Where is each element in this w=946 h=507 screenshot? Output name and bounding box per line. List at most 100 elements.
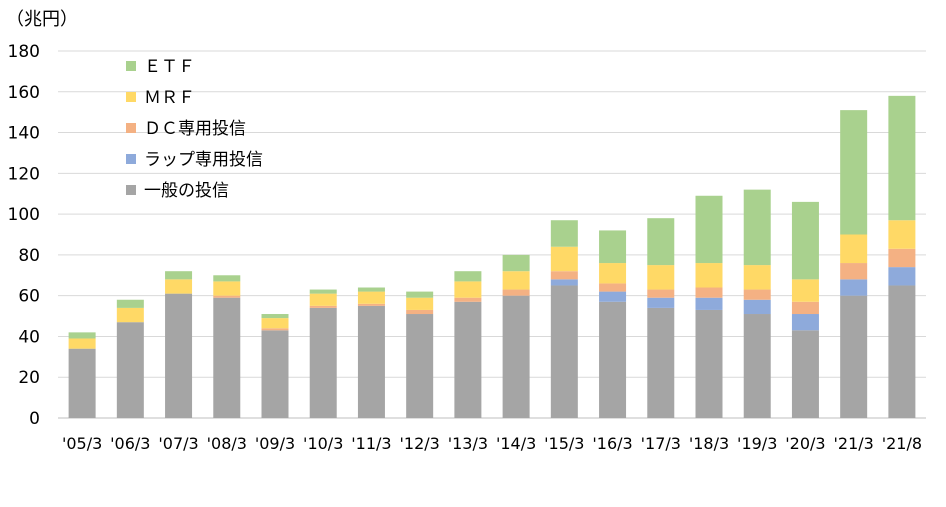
bar-segment (357, 305, 385, 418)
bar-segment (406, 309, 434, 315)
legend-swatch (126, 185, 136, 195)
bar-segment (116, 322, 144, 418)
bar-segment (888, 95, 916, 221)
bar-segment (695, 309, 723, 418)
bar-segment (454, 281, 482, 298)
legend-label: ＤＣ専用投信 (144, 119, 246, 139)
y-tick-label: 20 (18, 368, 40, 388)
legend-label: ラップ専用投信 (144, 150, 263, 170)
bar-segment (888, 248, 916, 268)
bar-segment (743, 265, 771, 290)
x-tick-label: '10/3 (303, 434, 343, 453)
bar-segment (261, 314, 289, 319)
y-tick-label: 120 (8, 164, 40, 184)
bar-segment (502, 289, 530, 296)
bar-segment (550, 285, 578, 418)
bar-segment (261, 318, 289, 329)
bar-segment (599, 283, 627, 292)
bar-segment (309, 289, 337, 294)
x-tick-label: '05/3 (62, 434, 102, 453)
x-tick-label: '16/3 (592, 434, 632, 453)
bar-segment (165, 271, 193, 280)
bar-segment (840, 234, 868, 264)
y-tick-label: 0 (29, 409, 40, 429)
x-tick-label: '08/3 (207, 434, 247, 453)
bar-segment (791, 330, 819, 418)
x-axis: '05/3 '06/3 '07/3 '08/3 '09/3 '10/3 '11/3 '12/3… (62, 434, 922, 453)
bar-segment (213, 295, 241, 298)
bar-segment (791, 279, 819, 302)
x-tick-label: '07/3 (158, 434, 198, 453)
x-tick-label: '19/3 (737, 434, 777, 453)
gridlines (58, 50, 926, 378)
legend-swatch (126, 61, 136, 71)
bar-segment (357, 303, 385, 306)
bar-segment (261, 328, 289, 331)
bar-segment (213, 281, 241, 296)
bar-segment (550, 279, 578, 286)
y-tick-label: 60 (18, 287, 40, 307)
bar-segment (791, 314, 819, 331)
y-tick-label: 40 (18, 327, 40, 347)
x-tick-label: '17/3 (641, 434, 681, 453)
bar-segment (454, 301, 482, 418)
bar-segment (357, 291, 385, 304)
bar-segment (165, 293, 193, 418)
bar-segment (454, 297, 482, 302)
x-tick-label: '15/3 (544, 434, 584, 453)
y-tick-label: 100 (8, 205, 40, 225)
x-tick-label: '12/3 (400, 434, 440, 453)
y-tick-label: 160 (8, 83, 40, 103)
bar-segment (550, 246, 578, 272)
bar-segment (743, 189, 771, 266)
bar-segment (743, 289, 771, 300)
bar-segment (791, 301, 819, 315)
bar-segment (647, 307, 675, 418)
bar-segment (454, 271, 482, 282)
y-axis: 0 20 40 60 80 100 120 140 160 180 (8, 42, 926, 429)
bar-segment (68, 332, 96, 339)
bar-segment (695, 195, 723, 264)
bar-segment (647, 297, 675, 308)
bar-segment (502, 254, 530, 272)
bar-segment (791, 201, 819, 280)
bar-segment (743, 314, 771, 418)
bar-segment (743, 299, 771, 315)
legend-swatch (126, 92, 136, 102)
bar-segment (599, 301, 627, 418)
y-tick-label: 80 (18, 246, 40, 266)
bar-segment (116, 299, 144, 308)
legend-swatch (126, 154, 136, 164)
bar-segment (840, 263, 868, 280)
bar-segment (695, 297, 723, 310)
bar-segment (647, 218, 675, 266)
bar-segment (840, 295, 868, 418)
y-tick-label: 140 (8, 124, 40, 144)
legend-label: 一般の投信 (144, 181, 229, 201)
bar-segment (261, 330, 289, 418)
x-tick-label: '06/3 (110, 434, 150, 453)
x-tick-label: '20/3 (785, 434, 825, 453)
bar-segment (599, 291, 627, 302)
x-tick-label: '18/3 (689, 434, 729, 453)
bar-segment (840, 279, 868, 296)
bar-segment (406, 314, 434, 418)
x-tick-label: '13/3 (448, 434, 488, 453)
legend-label: ＭＲＦ (144, 88, 195, 108)
bar-segment (213, 297, 241, 418)
bar-segment (165, 279, 193, 294)
bar-segment (599, 263, 627, 284)
bar-segment (309, 293, 337, 306)
bar-segment (68, 338, 96, 349)
bar-segment (840, 110, 868, 235)
x-tick-label: '14/3 (496, 434, 536, 453)
x-tick-label: '11/3 (351, 434, 391, 453)
bar-segment (647, 289, 675, 298)
x-tick-label: '09/3 (255, 434, 295, 453)
bar-segment (599, 230, 627, 264)
bar-segment (309, 305, 337, 308)
bar-segment (888, 285, 916, 418)
bar-segment (502, 295, 530, 418)
bar-segment (213, 275, 241, 282)
